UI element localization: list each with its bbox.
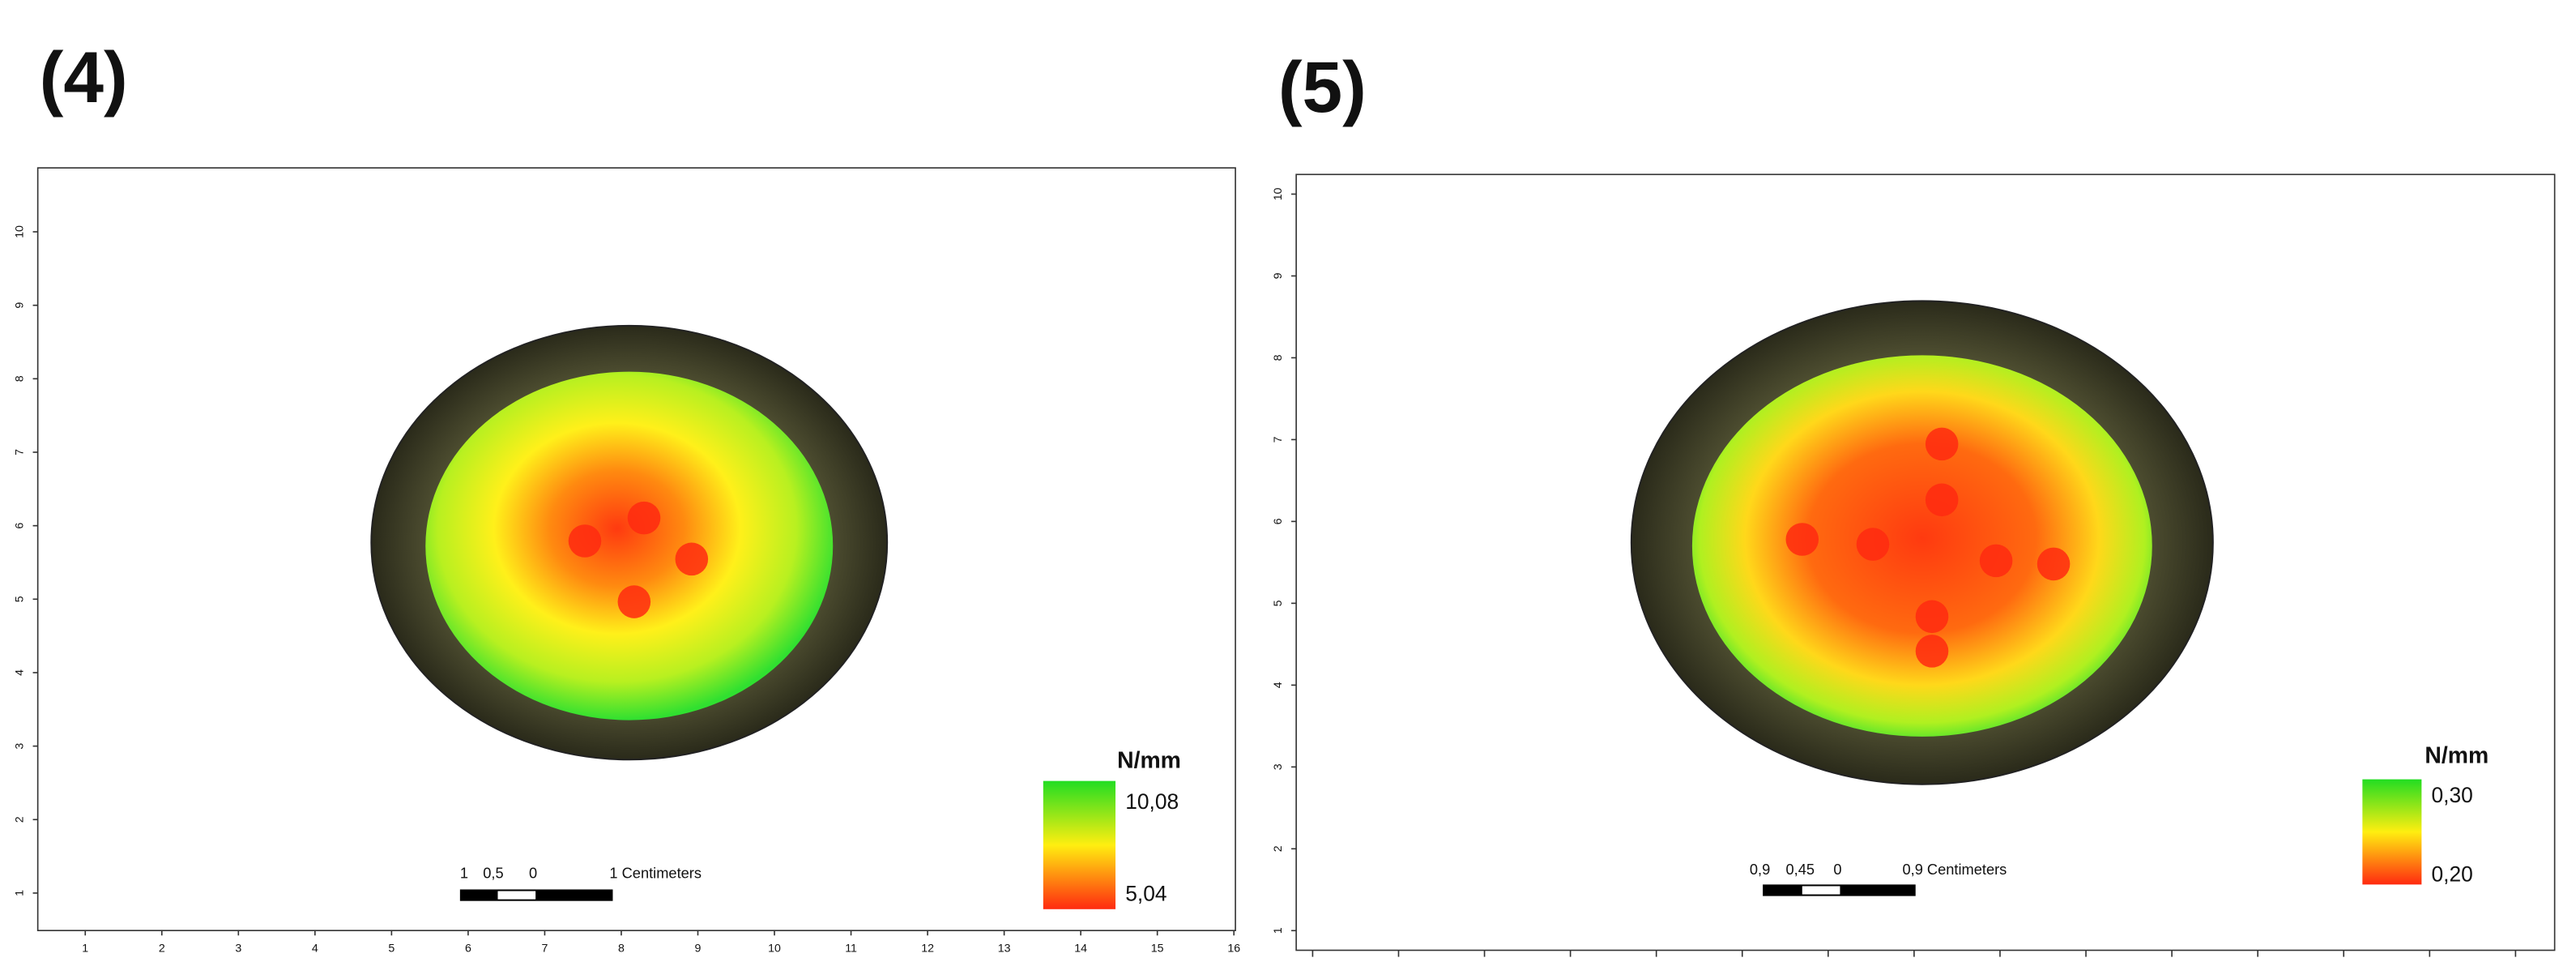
y-tick-label: 3 [1272, 763, 1285, 770]
scale-bar-label: 0 [1833, 861, 1841, 878]
scale-bar-gap [498, 891, 536, 900]
x-tick-label: 2 [159, 943, 165, 956]
y-tick-label: 1 [1272, 927, 1285, 934]
low-spot [1980, 545, 2013, 578]
x-tick-label: 1 [82, 943, 88, 956]
x-tick-label: 10 [768, 943, 781, 956]
x-tick-label: 11 [845, 943, 857, 956]
x-tick-label: 5 [388, 943, 395, 956]
x-tick-label: 13 [998, 943, 1011, 956]
x-tick-label: 16 [1227, 943, 1240, 956]
y-tick-label: 7 [13, 449, 26, 455]
low-spot [1916, 635, 1949, 668]
y-tick-label: 1 [13, 890, 26, 896]
heat-field [1692, 355, 2152, 737]
y-tick-label: 5 [1272, 600, 1285, 606]
y-tick-label: 7 [1272, 436, 1285, 443]
low-spot [1926, 428, 1959, 461]
y-tick-label: 6 [1272, 518, 1285, 524]
x-tick-label: 15 [1151, 943, 1164, 956]
scale-bar-label: 1 [460, 864, 468, 881]
figure: (4)1234567891012345678910111213141516N/m… [0, 0, 2576, 962]
low-spot [618, 585, 651, 618]
colorbar-label: 0,30 [2432, 783, 2473, 807]
y-tick-label: 4 [13, 669, 26, 676]
y-tick-label: 9 [1272, 272, 1285, 279]
low-spot [1786, 523, 1819, 556]
scale-bar-label: 0,45 [1786, 861, 1815, 878]
heat-field [425, 372, 833, 720]
scale-bar-label: 0,9 [1750, 861, 1770, 878]
colorbar-title: N/mm [2425, 742, 2489, 768]
x-tick-label: 14 [1074, 943, 1087, 956]
panel-title: (4) [40, 36, 128, 118]
low-spot [1857, 528, 1890, 561]
y-tick-label: 3 [13, 743, 26, 750]
scale-bar-gap [1802, 886, 1840, 894]
y-tick-label: 8 [13, 375, 26, 382]
colorbar-label: 10,08 [1125, 789, 1179, 814]
y-tick-label: 10 [13, 225, 26, 238]
x-tick-label: 3 [235, 943, 241, 956]
low-spot [2037, 548, 2071, 581]
low-spot [569, 524, 602, 558]
low-spot [676, 543, 709, 576]
scale-bar-label: 0,5 [483, 864, 503, 881]
x-tick-label: 7 [541, 943, 548, 956]
scale-bar-label: 0,9 Centimeters [1902, 861, 2007, 878]
y-tick-label: 4 [1272, 682, 1285, 688]
colorbar [2362, 780, 2421, 885]
y-tick-label: 8 [1272, 354, 1285, 361]
colorbar-label: 5,04 [1125, 882, 1166, 906]
y-tick-label: 6 [13, 523, 26, 529]
y-tick-label: 10 [1272, 188, 1285, 201]
scale-bar-label: 0 [529, 864, 537, 881]
colorbar [1043, 781, 1115, 909]
y-tick-label: 2 [13, 816, 26, 823]
scale-bar-label: 1 Centimeters [609, 864, 702, 881]
scale-bar [460, 889, 613, 900]
x-tick-label: 6 [465, 943, 471, 956]
x-tick-label: 9 [695, 943, 702, 956]
y-tick-label: 5 [13, 596, 26, 602]
y-tick-label: 2 [1272, 845, 1285, 852]
x-tick-label: 4 [312, 943, 318, 956]
low-spot [1926, 484, 1959, 517]
x-tick-label: 8 [618, 943, 625, 956]
y-tick-label: 9 [13, 302, 26, 309]
low-spot [628, 502, 661, 535]
colorbar-label: 0,20 [2432, 862, 2473, 886]
panel-title: (5) [1278, 46, 1367, 127]
x-tick-label: 12 [921, 943, 934, 956]
colorbar-title: N/mm [1117, 747, 1181, 773]
low-spot [1916, 601, 1949, 634]
